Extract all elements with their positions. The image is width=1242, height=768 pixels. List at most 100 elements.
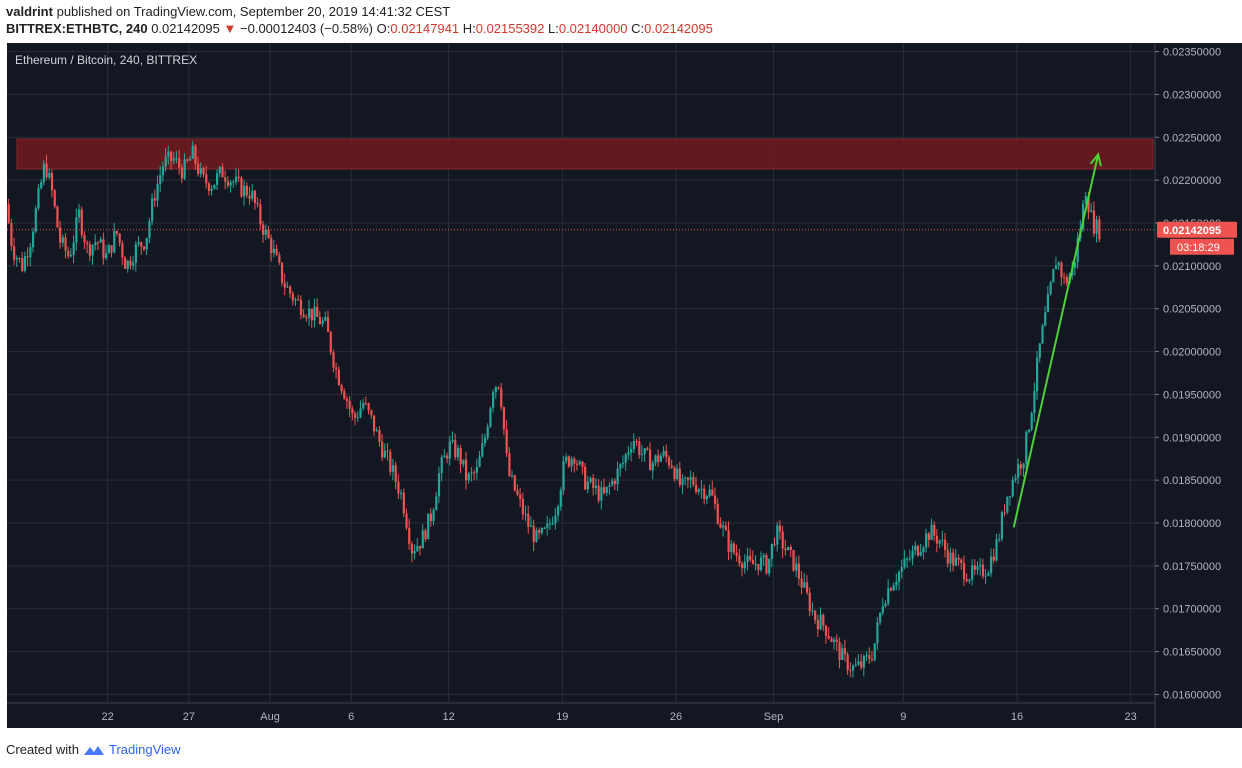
candle-body <box>94 242 97 246</box>
candle-body <box>827 636 830 639</box>
candle-body <box>191 145 194 159</box>
candle-body <box>608 485 611 487</box>
candle-body <box>897 572 901 582</box>
candle-body <box>280 262 284 283</box>
candle-body <box>29 247 32 258</box>
candle-body <box>573 458 576 464</box>
candle-body <box>594 485 598 489</box>
candle-body <box>770 543 773 559</box>
open-value: 0.02147941 <box>390 21 460 36</box>
candle-body <box>597 485 600 501</box>
candle-body <box>741 563 744 569</box>
candle-body <box>23 256 27 271</box>
candle-body <box>914 545 917 551</box>
candle-body <box>835 639 838 642</box>
candle-body <box>53 190 56 207</box>
published-text: published on TradingView.com, September … <box>56 4 451 19</box>
candle-body <box>1060 262 1063 278</box>
candle-body <box>868 655 871 660</box>
candle-body <box>754 563 757 565</box>
y-tick-label: 0.01750000 <box>1163 561 1221 573</box>
time-axis-background <box>7 703 1155 728</box>
candle-body <box>849 670 852 672</box>
tradingview-brand[interactable]: TradingView <box>108 742 181 757</box>
candle-body <box>202 168 205 175</box>
author-name[interactable]: valdrint <box>6 4 53 19</box>
candle-body <box>1073 262 1077 268</box>
candle-body <box>943 539 947 551</box>
close-value: 0.02142095 <box>644 21 713 36</box>
x-tick-label: Aug <box>260 711 280 723</box>
candle-body <box>957 557 960 560</box>
candle-body <box>416 545 419 552</box>
candle-body <box>811 610 814 612</box>
x-tick-label: 6 <box>348 711 354 723</box>
candle-body <box>375 430 378 432</box>
candle-body <box>567 456 571 467</box>
candle-body <box>467 473 470 481</box>
candle-body <box>397 481 400 494</box>
candle-body <box>142 246 146 250</box>
candle-body <box>297 299 300 301</box>
candle-body <box>903 558 906 568</box>
candle-body <box>703 488 706 500</box>
candle-body <box>486 426 489 438</box>
candle-body <box>170 151 173 161</box>
candle-body <box>952 552 955 566</box>
candle-body <box>389 451 392 472</box>
candle-body <box>562 461 565 491</box>
candle-body <box>700 488 703 490</box>
candle-body <box>418 545 422 549</box>
candle-body <box>521 498 525 515</box>
y-tick-label: 0.01850000 <box>1163 475 1221 487</box>
candle-body <box>210 188 213 191</box>
candle-body <box>1025 431 1028 464</box>
candle-body <box>64 237 67 251</box>
candle-body <box>908 558 912 560</box>
y-tick-label: 0.02250000 <box>1163 132 1221 144</box>
candle-body <box>976 566 979 570</box>
candle-body <box>697 489 700 492</box>
candle-body <box>638 441 641 455</box>
candle-body <box>205 174 208 184</box>
candle-body <box>405 513 408 528</box>
y-tick-label: 0.02300000 <box>1163 89 1221 101</box>
candle-body <box>916 545 920 556</box>
candle-body <box>516 490 519 495</box>
candle-body <box>841 648 844 660</box>
candle-body <box>318 316 322 325</box>
candle-body <box>1076 238 1079 263</box>
candle-body <box>860 661 863 668</box>
candle-body <box>746 555 749 562</box>
candle-body <box>140 242 143 247</box>
price-axis-background <box>1155 43 1242 728</box>
candle-body <box>67 250 70 257</box>
candle-body <box>248 195 251 199</box>
candle-body <box>1014 477 1017 480</box>
candle-body <box>1036 357 1039 392</box>
candle-body <box>895 581 898 586</box>
candle-body <box>971 565 974 580</box>
candle-body <box>998 538 1001 540</box>
candle-body <box>946 550 949 564</box>
candle-body <box>749 555 752 560</box>
candle-body <box>240 177 243 197</box>
candle-body <box>183 159 186 179</box>
candle-body <box>483 437 487 444</box>
candle-body <box>619 464 622 469</box>
candle-body <box>305 317 308 319</box>
candle-body <box>492 392 495 408</box>
candle-body <box>459 447 462 465</box>
candle-body <box>391 465 395 472</box>
candle-body <box>42 163 46 183</box>
candle-body <box>600 487 603 501</box>
close-label: C: <box>631 21 645 36</box>
candle-body <box>329 331 332 353</box>
x-tick-label: 27 <box>183 711 195 723</box>
candle-body <box>735 552 738 556</box>
candle-body <box>621 462 625 465</box>
candle-body <box>935 535 939 544</box>
candle-body <box>383 450 386 458</box>
candle-body <box>478 456 481 467</box>
